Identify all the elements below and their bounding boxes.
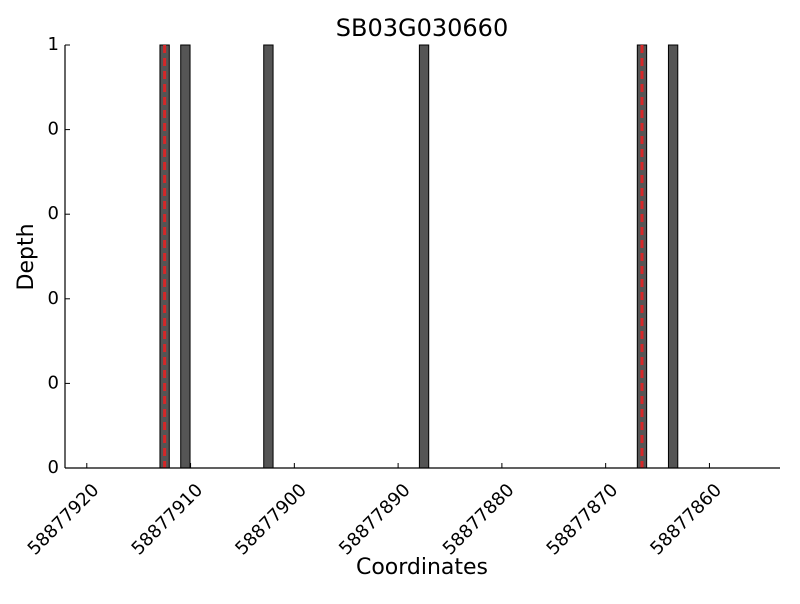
x-tick-label: 58877910 [128, 480, 208, 560]
y-tick-label: 1 [48, 34, 59, 55]
y-axis-label: Depth [14, 223, 39, 290]
x-tick-label: 58877890 [335, 480, 415, 560]
y-tick-label: 0 [48, 457, 59, 478]
x-tick-label: 58877920 [24, 480, 104, 560]
x-tick-label: 58877900 [231, 480, 311, 560]
x-tick-label: 58877880 [439, 480, 519, 560]
bar [263, 44, 274, 469]
y-tick-label: 0 [48, 288, 59, 309]
y-tick-label: 0 [48, 372, 59, 393]
y-tick-label: 0 [48, 203, 59, 224]
y-tick-label: 0 [48, 119, 59, 140]
bar [418, 44, 430, 469]
chart-title: SB03G030660 [336, 14, 508, 42]
bar [180, 44, 191, 469]
bar [667, 44, 679, 469]
x-axis-label: Coordinates [356, 555, 488, 580]
x-tick-label: 58877870 [543, 480, 623, 560]
x-tick-label: 58877860 [646, 480, 726, 560]
